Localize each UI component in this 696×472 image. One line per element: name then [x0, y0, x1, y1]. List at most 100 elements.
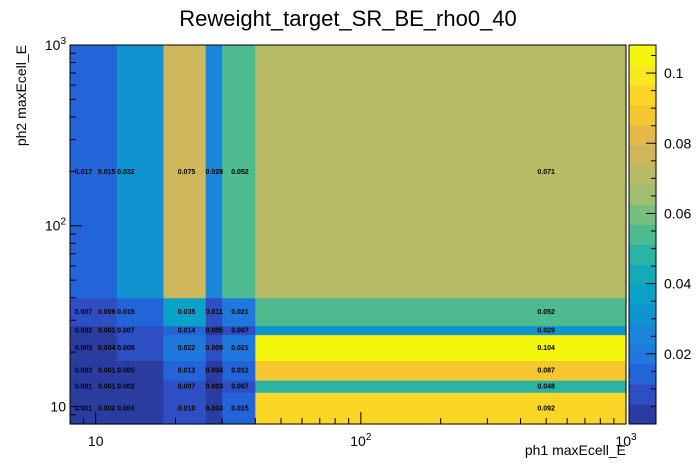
- heatmap-cell: [205, 392, 223, 425]
- heatmap-cell: [163, 392, 207, 425]
- heatmap-cell: [134, 297, 164, 327]
- heatmap-cell: [116, 45, 136, 299]
- heatmap-cell: [95, 380, 118, 393]
- colorbar-swatch: [629, 304, 656, 325]
- heatmap-cell: [163, 45, 207, 299]
- colorbar-swatch: [629, 364, 656, 385]
- heatmap-cell: [116, 360, 136, 381]
- cell-value-label: 0.005: [75, 345, 93, 352]
- cell-value-label: 0.001: [98, 384, 116, 391]
- colorbar-swatch: [629, 104, 656, 126]
- colorbar-swatch: [629, 184, 656, 206]
- x-axis-label: ph1 maxEcell_E: [525, 442, 626, 458]
- heatmap-cell: [222, 334, 256, 361]
- heatmap-cell: [163, 360, 207, 381]
- colorbar-swatch: [629, 204, 656, 226]
- heatmap-cell: [95, 334, 118, 361]
- cell-value-label: 0.013: [178, 368, 196, 375]
- colorbar-tick-label: 0.04: [664, 276, 691, 292]
- x-tick-label: 103: [615, 432, 637, 449]
- cell-value-label: 0.004: [205, 406, 223, 413]
- colorbar-swatch: [629, 144, 656, 166]
- heatmap-cell: [255, 297, 627, 327]
- heatmap-cell: [70, 334, 97, 361]
- heatmap-cell-labels: 0.001 0.002 0.004 0.010 0.004 0.015 0.0920.001…: [75, 169, 555, 413]
- heatmap-cell: [95, 392, 118, 425]
- colorbar-swatch: [629, 124, 656, 146]
- cell-value-label: 0.017: [75, 169, 93, 176]
- cell-value-label: 0.001: [75, 384, 93, 391]
- heatmap-cell: [70, 297, 97, 327]
- cell-value-label: 0.002: [75, 328, 93, 335]
- cell-value-label: 0.032: [117, 169, 135, 176]
- heatmap-cell: [134, 325, 164, 336]
- heatmap-cell: [255, 325, 627, 336]
- colorbar-swatch: [629, 344, 656, 365]
- y-axis: 10 102 103: [45, 36, 82, 425]
- cell-value-label: 0.005: [117, 368, 135, 375]
- cell-value-label: 0.052: [231, 169, 249, 176]
- cell-value-label: 0.071: [537, 169, 555, 176]
- cell-value-label: 0.015: [98, 169, 116, 176]
- colorbar-swatch: [629, 45, 656, 66]
- heatmap-cell: [95, 360, 118, 381]
- heatmap-cell: [95, 325, 118, 336]
- heatmap-cell: [134, 45, 164, 299]
- y-tick-label: 103: [45, 36, 67, 53]
- colorbar: 0.02 0.04 0.06 0.08 0.1: [628, 44, 691, 425]
- heatmap-cell: [163, 380, 207, 393]
- colorbar-swatch: [629, 384, 656, 405]
- colorbar-swatch: [629, 404, 656, 425]
- heatmap-cell: [222, 297, 256, 327]
- heatmap-cell: [116, 325, 136, 336]
- heatmap-cell: [205, 380, 223, 393]
- cell-value-label: 0.007: [75, 309, 93, 316]
- heatmap-cell: [222, 360, 256, 381]
- cell-value-label: 0.075: [178, 169, 196, 176]
- heatmap-cell: [205, 360, 223, 381]
- colorbar-swatch: [629, 284, 656, 305]
- heatmap-cell: [255, 360, 627, 381]
- cell-value-label: 0.035: [178, 309, 196, 316]
- cell-value-label: 0.005: [205, 328, 223, 335]
- heatmap-cell: [116, 334, 136, 361]
- heatmap-cell: [163, 334, 207, 361]
- cell-value-label: 0.021: [231, 309, 249, 316]
- y-axis-label: ph2 maxEcell_E: [13, 45, 29, 146]
- cell-value-label: 0.007: [117, 328, 135, 335]
- colorbar-swatch: [629, 64, 656, 86]
- cell-value-label: 0.008: [117, 345, 135, 352]
- cell-value-label: 0.002: [117, 384, 135, 391]
- cell-value-label: 0.004: [205, 368, 223, 375]
- colorbar-swatch: [629, 224, 656, 245]
- heatmap-cell: [255, 334, 627, 361]
- heatmap-cell: [70, 380, 97, 393]
- cell-value-label: 0.092: [537, 406, 555, 413]
- cell-value-label: 0.012: [231, 368, 249, 375]
- chart-title: Reweight_target_SR_BE_rho0_40: [179, 6, 517, 31]
- colorbar-frame: [628, 44, 657, 425]
- heatmap-cells: [70, 45, 627, 425]
- heatmap-cell: [134, 380, 164, 393]
- heatmap-cell: [116, 380, 136, 393]
- cell-value-label: 0.007: [231, 328, 249, 335]
- colorbar-swatch: [629, 264, 656, 285]
- colorbar-tick-label: 0.02: [664, 346, 691, 362]
- colorbar-tick-label: 0.06: [664, 205, 691, 221]
- heatmap-cell: [255, 380, 627, 393]
- heatmap-cell: [134, 360, 164, 381]
- cell-value-label: 0.004: [98, 345, 116, 352]
- heatmap-cell: [222, 392, 256, 425]
- colorbar-tick-label: 0.08: [664, 135, 691, 151]
- cell-value-label: 0.029: [537, 328, 555, 335]
- cell-value-label: 0.022: [178, 345, 196, 352]
- heatmap-cell: [222, 380, 256, 393]
- x-axis: 10 102 103: [69, 412, 637, 449]
- x-tick-label: 102: [350, 432, 372, 449]
- x-tick-label: 10: [88, 433, 104, 449]
- cell-value-label: 0.014: [178, 328, 196, 335]
- cell-value-label: 0.052: [537, 309, 555, 316]
- cell-value-label: 0.015: [117, 309, 135, 316]
- colorbar-swatch: [629, 324, 656, 345]
